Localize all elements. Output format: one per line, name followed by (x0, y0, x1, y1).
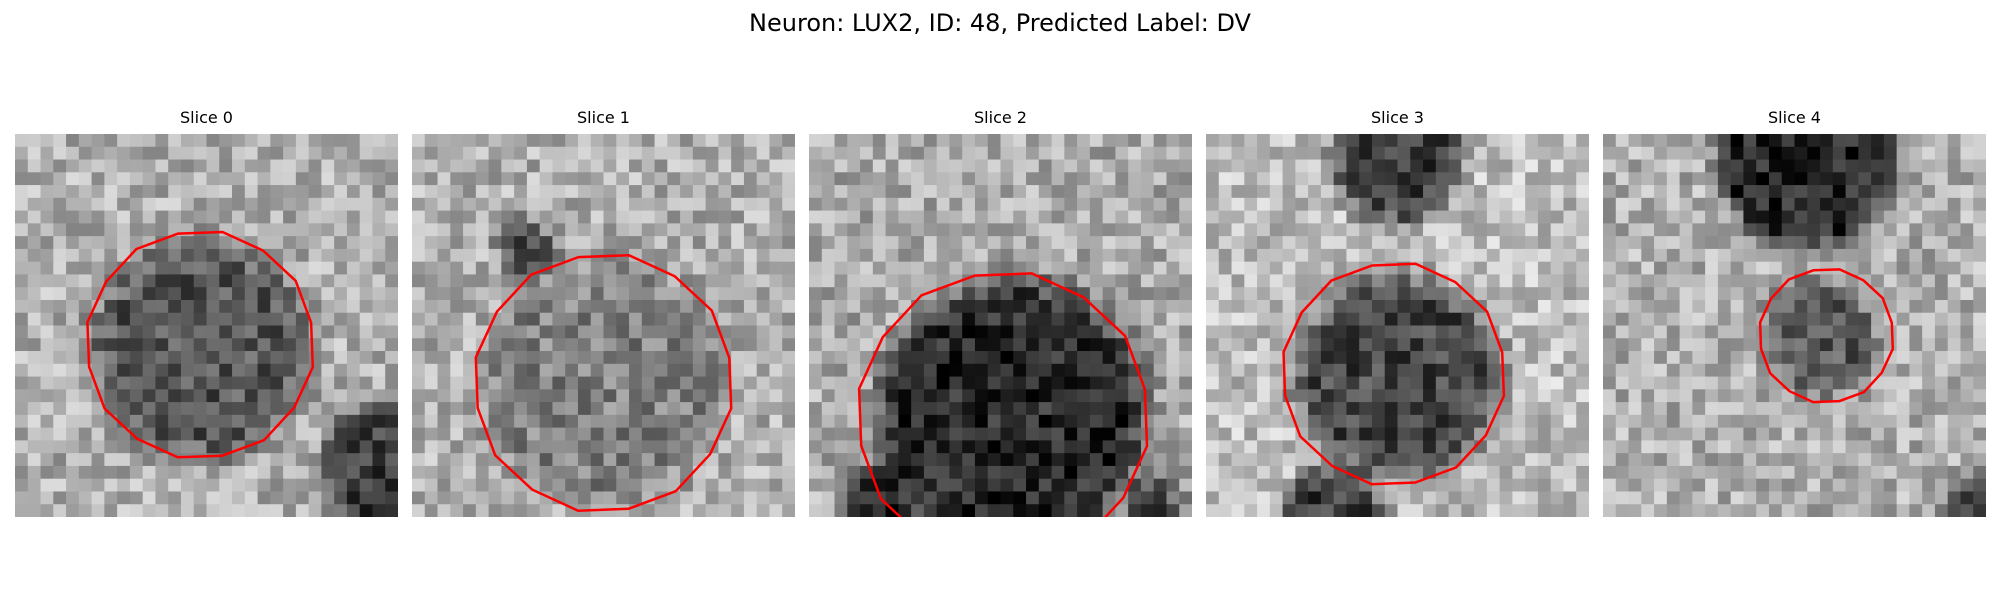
slice-image-2 (809, 134, 1192, 517)
roi-outline (857, 272, 1149, 517)
slice-title: Slice 4 (1768, 108, 1821, 127)
slice-panel-0: Slice 0 (15, 108, 398, 517)
slice-image-1 (412, 134, 795, 517)
slice-image-4 (1603, 134, 1986, 517)
slice-title: Slice 0 (180, 108, 233, 127)
roi-outline (86, 230, 315, 459)
slice-image-3 (1206, 134, 1589, 517)
figure-title: Neuron: LUX2, ID: 48, Predicted Label: D… (749, 9, 1251, 37)
pixel-grid (1206, 134, 1589, 517)
roi-outline (1758, 268, 1895, 404)
pixel-grid (15, 134, 398, 517)
roi-outline (1282, 262, 1506, 486)
slice-title: Slice 2 (974, 108, 1027, 127)
pixel-grid (809, 134, 1192, 517)
slice-panel-4: Slice 4 (1603, 108, 1986, 517)
roi-outline (474, 253, 733, 512)
slice-panel-3: Slice 3 (1206, 108, 1589, 517)
pixel-grid (1603, 134, 1986, 517)
slice-panel-2: Slice 2 (809, 108, 1192, 517)
slice-image-0 (15, 134, 398, 517)
pixel-grid (412, 134, 795, 517)
slice-title: Slice 1 (577, 108, 630, 127)
slice-panel-1: Slice 1 (412, 108, 795, 517)
slice-title: Slice 3 (1371, 108, 1424, 127)
